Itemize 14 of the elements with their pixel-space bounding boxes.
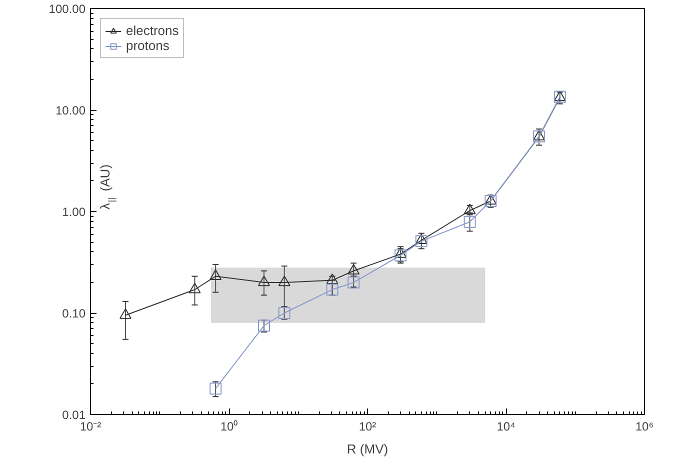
y-tick-label: 10.00 bbox=[55, 104, 86, 118]
legend-label: electrons bbox=[126, 23, 179, 38]
y-tick-label: 1.00 bbox=[62, 205, 86, 219]
x-tick-label: 10⁶ bbox=[635, 420, 654, 434]
y-tick-label: 100.00 bbox=[48, 2, 86, 16]
y-tick-label: 0.01 bbox=[62, 408, 86, 422]
x-tick-label: 10⁰ bbox=[220, 420, 238, 434]
y-tick-label: 0.10 bbox=[62, 306, 86, 320]
x-tick-label: 10⁴ bbox=[496, 420, 516, 434]
x-tick-label: 10⁻² bbox=[80, 420, 102, 434]
legend-label: protons bbox=[126, 38, 170, 53]
x-tick-label: 10² bbox=[358, 420, 376, 434]
y-axis-title: λ|| (AU) bbox=[98, 164, 116, 210]
x-axis-title: R (MV) bbox=[346, 442, 388, 456]
